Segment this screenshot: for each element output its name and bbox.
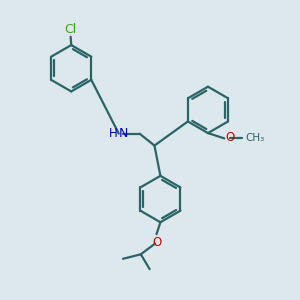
Text: H: H bbox=[109, 127, 117, 140]
Text: O: O bbox=[226, 131, 235, 144]
Text: Cl: Cl bbox=[64, 22, 77, 36]
Text: O: O bbox=[152, 236, 161, 250]
Text: N: N bbox=[119, 127, 128, 140]
Text: CH₃: CH₃ bbox=[245, 133, 264, 143]
